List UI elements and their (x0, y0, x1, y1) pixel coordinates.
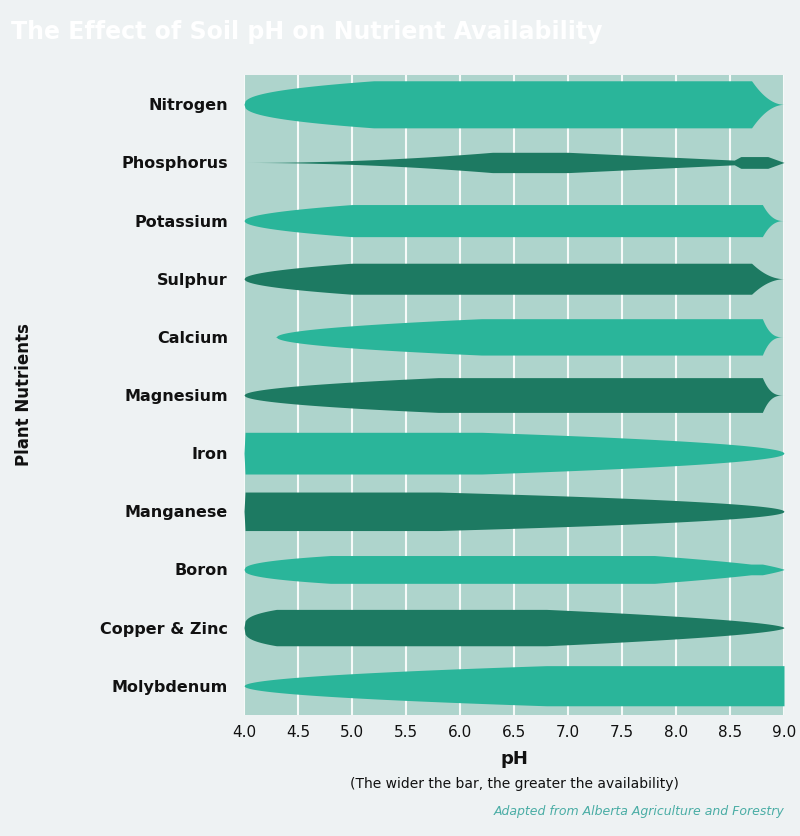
Text: Plant Nutrients: Plant Nutrients (15, 324, 33, 466)
Text: The Effect of Soil pH on Nutrient Availability: The Effect of Soil pH on Nutrient Availa… (11, 20, 602, 43)
Text: (The wider the bar, the greater the availability): (The wider the bar, the greater the avai… (350, 777, 678, 791)
Text: pH: pH (500, 750, 528, 768)
Text: Adapted from Alberta Agriculture and Forestry: Adapted from Alberta Agriculture and For… (494, 805, 785, 818)
